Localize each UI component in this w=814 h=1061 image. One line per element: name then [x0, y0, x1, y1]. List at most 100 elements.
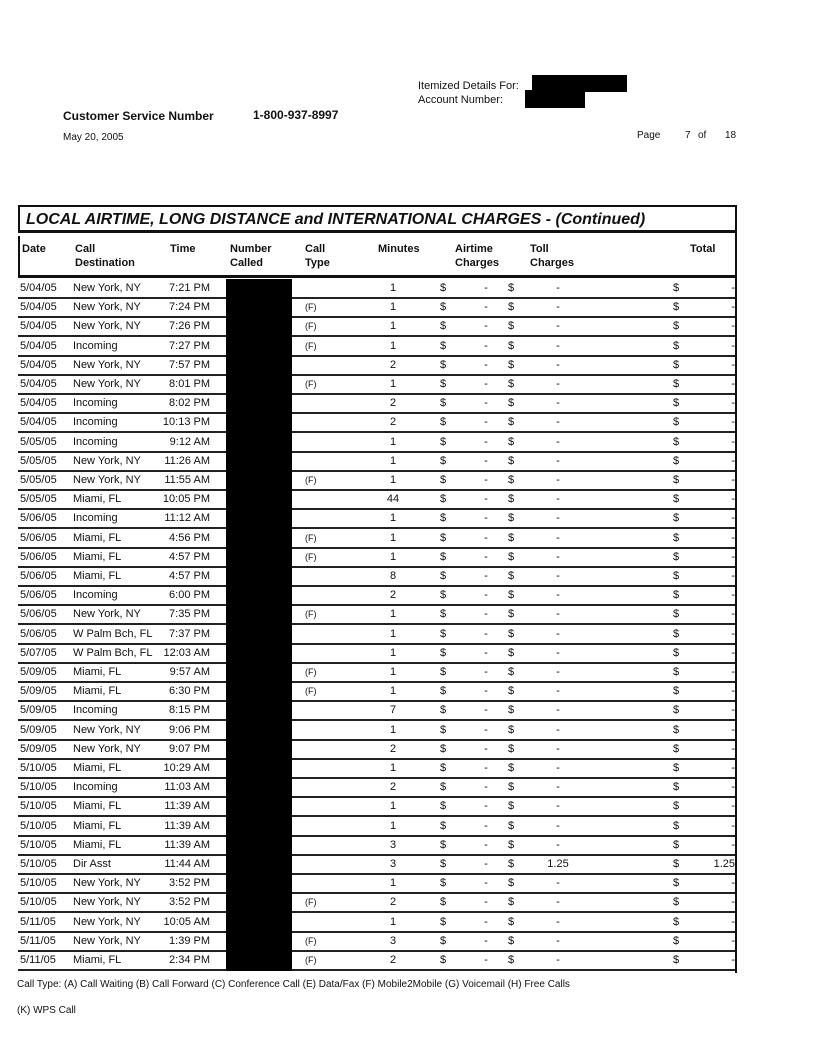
cell-total: - — [731, 378, 735, 390]
cell-total: - — [731, 531, 735, 544]
currency-symbol: $ — [440, 416, 447, 429]
col-destination: Call Destination — [75, 243, 135, 269]
currency-symbol: $ — [508, 819, 515, 832]
table-row: 5/10/05 Incoming 11:03 AM 2 - - - $ $ $ — [18, 779, 735, 799]
currency-symbol: $ — [440, 320, 447, 333]
col-time: Time — [170, 243, 196, 255]
currency-symbol: $ — [673, 723, 680, 736]
cell-minutes: 1 — [389, 877, 397, 890]
cell-total: - — [731, 704, 735, 717]
cell-airtime-charge: - — [484, 723, 488, 736]
currency-symbol: $ — [508, 378, 515, 390]
cell-airtime-charge: - — [484, 339, 488, 352]
currency-symbol: $ — [508, 512, 515, 525]
cell-total: - — [731, 800, 735, 813]
cell-toll-charge: - — [556, 742, 560, 755]
currency-symbol: $ — [508, 435, 515, 448]
cell-time: 11:39 AM — [164, 838, 210, 851]
table-row: 5/09/05 New York, NY 9:06 PM 1 - - - $ $ $ — [18, 722, 735, 741]
cell-airtime-charge: - — [484, 954, 488, 966]
page-total: 18 — [725, 130, 737, 141]
cell-total: - — [731, 358, 735, 371]
cell-airtime-charge: - — [484, 915, 488, 928]
redaction-number-called — [226, 279, 292, 971]
cell-destination: New York, NY — [73, 474, 141, 486]
cell-date: 5/05/05 — [20, 474, 57, 486]
cell-date: 5/09/05 — [20, 685, 57, 698]
page-label: Page — [637, 130, 661, 141]
table-row: 5/11/05 New York, NY 10:05 AM 1 - - - $ $ $ — [18, 914, 735, 933]
table-row: 5/09/05 Miami, FL 6:30 PM (F) 1 - - - $ $ $ — [18, 683, 735, 703]
currency-symbol: $ — [508, 666, 515, 678]
cell-total: - — [731, 493, 735, 506]
currency-symbol: $ — [440, 435, 447, 448]
cell-airtime-charge: - — [484, 589, 488, 602]
currency-symbol: $ — [508, 704, 515, 717]
cell-minutes: 3 — [389, 858, 397, 870]
cell-time: 11:03 AM — [164, 781, 210, 794]
currency-symbol: $ — [673, 685, 680, 698]
cell-minutes: 1 — [389, 723, 397, 736]
currency-symbol: $ — [673, 877, 680, 890]
cell-date: 5/04/05 — [20, 358, 57, 371]
cell-toll-charge: - — [556, 781, 560, 794]
cell-airtime-charge: - — [484, 858, 488, 870]
cell-date: 5/10/05 — [20, 762, 57, 774]
customer-service-label: Customer Service Number — [63, 109, 214, 123]
cell-time: 7:24 PM — [169, 301, 210, 314]
cell-airtime-charge: - — [484, 704, 488, 717]
cell-minutes: 2 — [389, 742, 397, 755]
currency-symbol: $ — [508, 550, 515, 563]
currency-symbol: $ — [440, 397, 447, 410]
cell-destination: Incoming — [73, 704, 118, 717]
cell-time: 3:52 PM — [169, 877, 210, 890]
cell-toll-charge: - — [556, 646, 560, 659]
cell-airtime-charge: - — [484, 762, 488, 774]
currency-symbol: $ — [440, 762, 447, 774]
currency-symbol: $ — [508, 454, 515, 467]
cell-time: 10:05 AM — [163, 915, 210, 928]
cell-destination: New York, NY — [73, 320, 141, 333]
cell-minutes: 2 — [389, 954, 397, 966]
cell-airtime-charge: - — [484, 819, 488, 832]
cell-time: 11:55 AM — [164, 474, 210, 486]
currency-symbol: $ — [440, 474, 447, 486]
currency-symbol: $ — [673, 320, 680, 333]
cell-minutes: 1 — [389, 915, 397, 928]
currency-symbol: $ — [673, 915, 680, 928]
cell-minutes: 1 — [389, 627, 397, 640]
cell-airtime-charge: - — [484, 416, 488, 429]
currency-symbol: $ — [440, 781, 447, 794]
cell-total: - — [731, 646, 735, 659]
cell-call-type: (F) — [305, 667, 317, 677]
cell-toll-charge: - — [556, 435, 560, 448]
cell-date: 5/04/05 — [20, 301, 57, 314]
cell-airtime-charge: - — [484, 896, 488, 909]
table-row: 5/04/05 New York, NY 8:01 PM (F) 1 - - - $ $ $ — [18, 376, 735, 395]
currency-symbol: $ — [673, 704, 680, 717]
cell-airtime-charge: - — [484, 570, 488, 582]
currency-symbol: $ — [508, 646, 515, 659]
currency-symbol: $ — [673, 781, 680, 794]
currency-symbol: $ — [673, 282, 680, 294]
cell-time: 9:06 PM — [169, 723, 210, 736]
cell-airtime-charge: - — [484, 877, 488, 890]
table-header: Date Call Destination Time Number Called… — [18, 236, 735, 278]
currency-symbol: $ — [673, 397, 680, 410]
currency-symbol: $ — [508, 416, 515, 429]
currency-symbol: $ — [673, 627, 680, 640]
currency-symbol: $ — [508, 762, 515, 774]
redaction-account — [525, 90, 585, 108]
currency-symbol: $ — [508, 915, 515, 928]
currency-symbol: $ — [673, 896, 680, 909]
currency-symbol: $ — [673, 762, 680, 774]
cell-destination: Incoming — [73, 397, 118, 410]
cell-minutes: 1 — [389, 474, 397, 486]
table-row: 5/09/05 Miami, FL 9:57 AM (F) 1 - - - $ $ $ — [18, 664, 735, 683]
cell-minutes: 7 — [389, 704, 397, 717]
cell-total: - — [731, 435, 735, 448]
currency-symbol: $ — [508, 608, 515, 621]
cell-airtime-charge: - — [484, 454, 488, 467]
currency-symbol: $ — [508, 954, 515, 966]
cell-total: - — [731, 627, 735, 640]
